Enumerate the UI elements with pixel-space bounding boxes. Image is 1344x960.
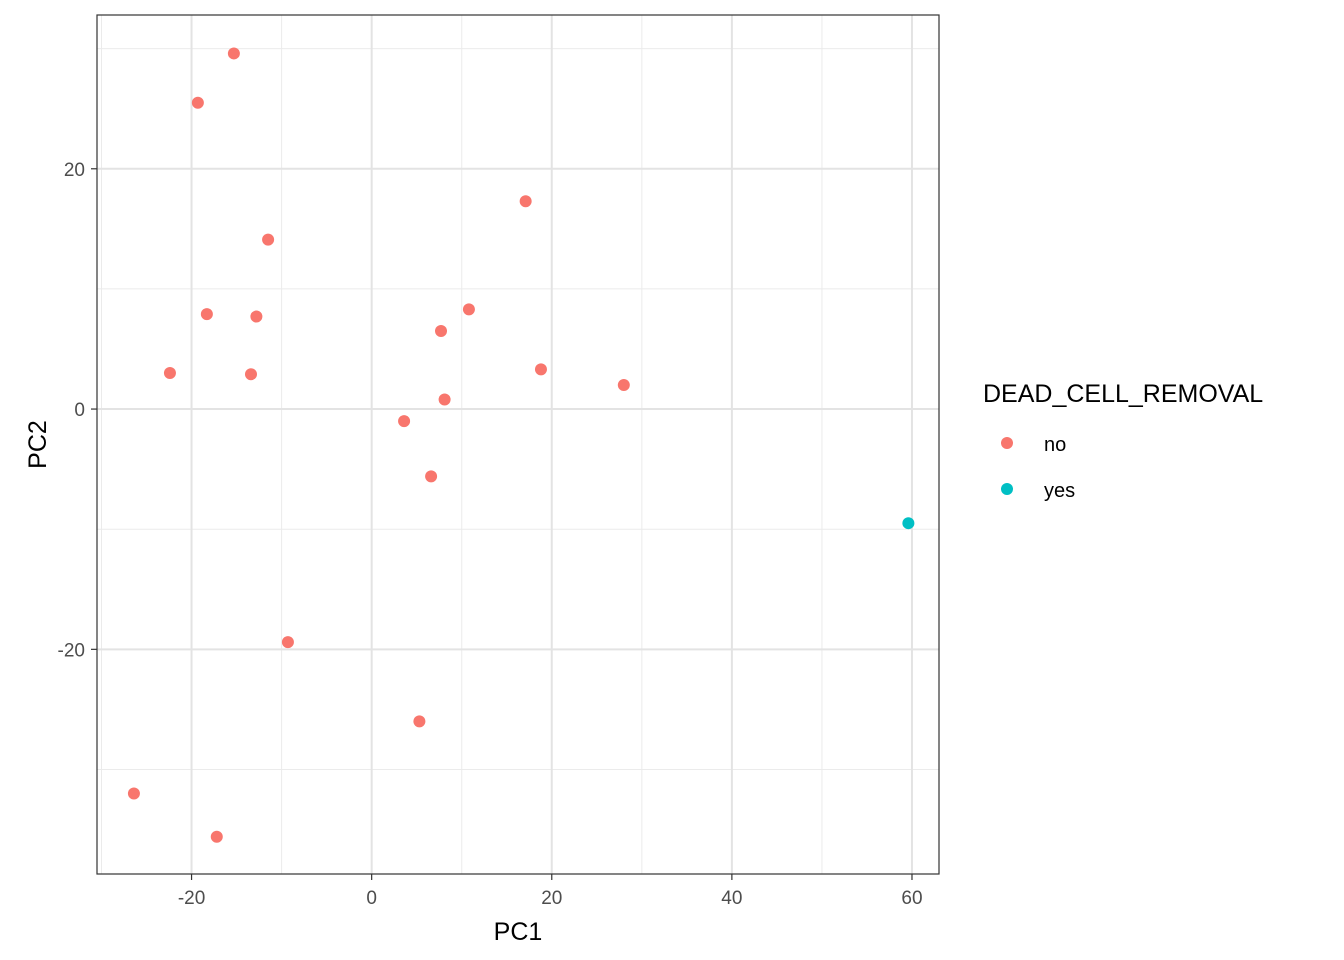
legend-key-no: [1001, 437, 1013, 449]
legend-label-yes: yes: [1044, 480, 1075, 502]
data-point-no: [534, 363, 547, 376]
legend-entries: no yes: [1001, 434, 1075, 502]
data-point-no: [210, 830, 223, 843]
data-point-no: [227, 47, 240, 60]
data-point-no: [262, 233, 275, 246]
legend-label-no: no: [1044, 434, 1066, 456]
x-tick-label: 0: [366, 888, 377, 909]
y-tick-label: 20: [64, 160, 85, 181]
y-tick-label: 0: [74, 400, 85, 421]
data-point-no: [398, 415, 411, 428]
data-point-no: [435, 324, 448, 337]
y-tick-label: -20: [58, 640, 85, 661]
data-point-no: [413, 715, 426, 728]
data-point-no: [438, 393, 451, 406]
data-point-no: [462, 303, 475, 316]
data-point-no: [250, 310, 263, 323]
x-tick-label: -20: [178, 888, 205, 909]
data-point-no: [244, 368, 257, 381]
legend-key-yes: [1001, 483, 1013, 495]
data-point-no: [617, 379, 630, 392]
x-tick-label: 20: [541, 888, 562, 909]
data-point-no: [519, 195, 532, 208]
data-point-no: [425, 470, 438, 483]
x-tick-label: 40: [721, 888, 742, 909]
x-axis-title: PC1: [494, 918, 543, 946]
axis-ticks: -20 0 20 40 60 -20 0 20: [58, 160, 923, 909]
data-point-no: [200, 308, 213, 321]
data-point-no: [163, 367, 176, 380]
grid-lines: [97, 15, 939, 874]
data-point-no: [127, 787, 140, 800]
panel-border: [96, 14, 940, 875]
x-tick-label: 60: [901, 888, 922, 909]
y-axis-title: PC2: [24, 420, 52, 469]
data-point-yes: [902, 517, 915, 530]
data-point-no: [281, 636, 294, 649]
data-point-no: [191, 96, 204, 109]
data-points: [127, 47, 915, 843]
legend: DEAD_CELL_REMOVAL no yes: [983, 380, 1263, 502]
legend-title: DEAD_CELL_REMOVAL: [983, 380, 1263, 408]
